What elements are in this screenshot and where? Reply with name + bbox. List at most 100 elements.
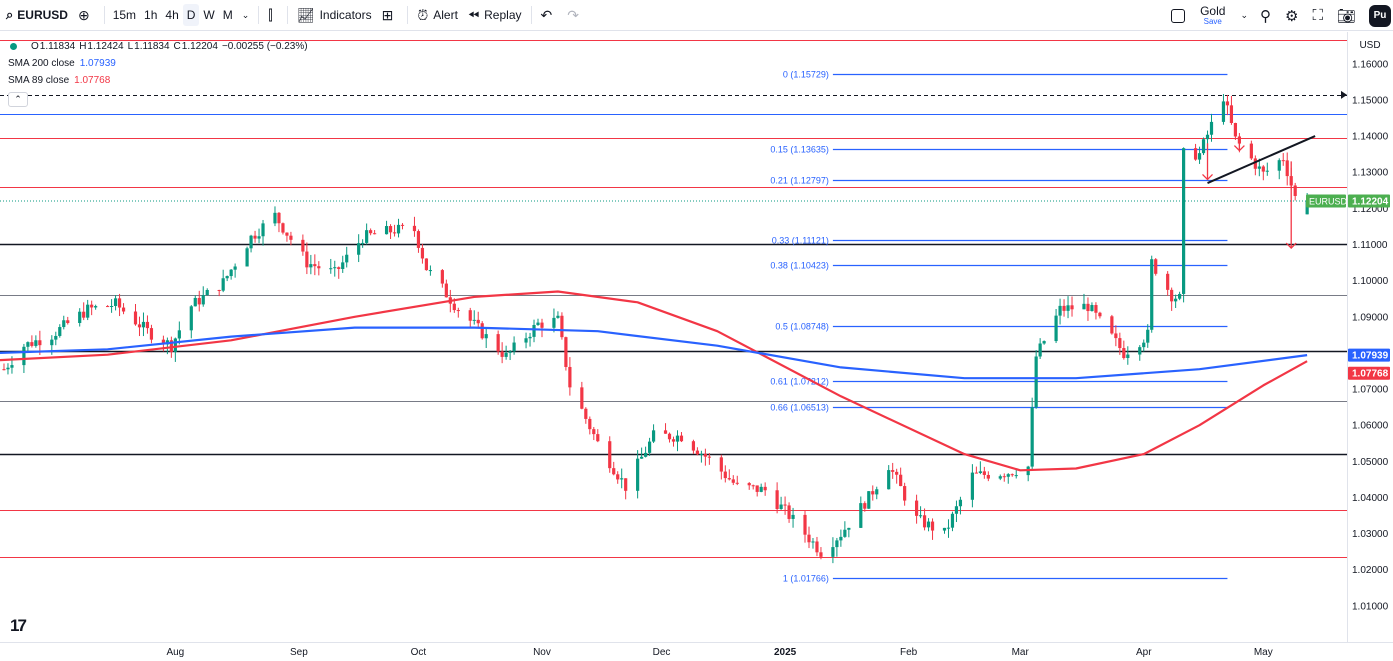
symbol-search[interactable]: ⌕ EURUSD xyxy=(0,0,73,31)
add-symbol-button[interactable]: ⊕ xyxy=(73,0,100,31)
price-axis-label: 1.10000 xyxy=(1352,276,1389,287)
replay-button[interactable]: ⏪︎ Replay xyxy=(463,0,527,31)
redo-button[interactable]: ↷ xyxy=(562,0,589,31)
timeframe-m[interactable]: M xyxy=(222,8,233,22)
candle-body xyxy=(751,485,755,487)
timeframe-1h[interactable]: 1h xyxy=(144,8,158,22)
grid-icon: ⊞ xyxy=(381,6,394,23)
candle-body xyxy=(640,456,644,459)
legend-collapse-button[interactable]: ⌃ xyxy=(8,92,28,107)
candle-body xyxy=(113,298,118,306)
candle-body xyxy=(1086,303,1090,312)
candle-body xyxy=(476,319,480,324)
change-value: −0.00255 (−0.23%) xyxy=(221,41,308,52)
price-axis-label: 1.01000 xyxy=(1352,601,1389,612)
candle-body xyxy=(1138,347,1142,355)
candle-body xyxy=(420,247,425,259)
candle-body xyxy=(1257,166,1261,169)
candle-body xyxy=(564,337,568,367)
candle-body xyxy=(369,230,373,234)
candle-body xyxy=(1006,474,1010,477)
candle-body xyxy=(173,338,177,352)
candle-body xyxy=(986,474,990,479)
timeframe-4h[interactable]: 4h xyxy=(165,8,179,22)
candle-body xyxy=(703,453,707,457)
candle-body xyxy=(839,536,843,541)
candle-body xyxy=(747,483,751,486)
undo-button[interactable]: ↶ xyxy=(536,0,563,31)
candle-body xyxy=(82,311,86,318)
candle-body xyxy=(875,489,879,495)
candle-body xyxy=(229,269,233,277)
time-axis-label: Dec xyxy=(653,647,671,658)
candle-body xyxy=(783,504,787,506)
search-icon: ⌕ xyxy=(6,7,14,22)
fullscreen-icon[interactable]: ⛶ xyxy=(1312,7,1323,24)
sma89-value: 1.07768 xyxy=(74,75,111,86)
timeframe-d[interactable]: D xyxy=(182,4,200,26)
chart-type-button[interactable]: ⫿ xyxy=(263,0,282,31)
candle-body xyxy=(10,365,14,368)
sma89-legend[interactable]: SMA 89 close 1.07768 xyxy=(8,72,308,89)
candle-body xyxy=(1034,356,1038,408)
candle-body xyxy=(6,367,10,370)
candle-body xyxy=(1166,273,1170,290)
candle-body xyxy=(588,418,592,430)
time-axis-label: May xyxy=(1254,647,1273,658)
indicators-button[interactable]: 📈︎ Indicators xyxy=(292,0,377,31)
timeframe-dropdown[interactable]: ⌄ xyxy=(237,0,255,31)
candle-body xyxy=(552,317,556,328)
timeframe-15m[interactable]: 15m xyxy=(112,8,137,22)
candle-body xyxy=(871,491,875,495)
publish-button[interactable]: Pu xyxy=(1369,4,1391,27)
camera-icon[interactable]: 📷︎ xyxy=(1336,7,1356,25)
save-status: Save xyxy=(1203,16,1222,26)
plus-circle-icon: ⊕ xyxy=(77,6,90,23)
candle-body xyxy=(608,441,612,469)
candle-body xyxy=(365,230,369,243)
quick-search-icon[interactable]: ⚲ xyxy=(1259,7,1271,25)
layout-menu-dropdown[interactable]: ⌄ xyxy=(1235,0,1253,31)
candle-body xyxy=(205,289,209,296)
candle-body xyxy=(831,547,835,557)
candle-body xyxy=(400,224,405,226)
candle-body xyxy=(261,223,265,237)
candle-body xyxy=(1150,259,1154,330)
sma200-axis-label-bg xyxy=(1348,348,1390,362)
candle-body xyxy=(803,514,807,535)
candle-body xyxy=(313,264,317,267)
candle-body xyxy=(341,262,345,269)
ohlc-row: O 1.11834 H 1.12424 L 1.11834 C 1.12204 −0.0… xyxy=(8,38,308,55)
layouts-button[interactable]: ⊞ xyxy=(377,0,404,31)
candle-body xyxy=(428,270,433,272)
right-toolbar: Gold Save ⌄ ⚲ ⚙ ⛶ 📷︎ Pu xyxy=(1166,0,1393,31)
toolbar-divider xyxy=(530,6,532,24)
trendline xyxy=(1207,135,1316,184)
arrow-head-0 xyxy=(1202,173,1213,181)
last-price-axis-label-bg xyxy=(1348,194,1390,208)
top-toolbar: ⌕ EURUSD ⊕ 15m 1h 4h D W M ⌄ ⫿ 📈︎ Indica… xyxy=(0,0,1393,31)
candle-body xyxy=(584,408,588,419)
price-axis-label: 1.14000 xyxy=(1352,132,1389,143)
candle-body xyxy=(117,298,122,308)
candle-body xyxy=(384,226,389,235)
price-chart[interactable]: 0 (1.15729) 0.15 (1.13635) 0.21 (1.12797) 0… xyxy=(0,32,1393,661)
candle-body xyxy=(528,336,532,339)
candle-body xyxy=(1126,354,1130,359)
layout-name-button[interactable]: Gold Save xyxy=(1200,5,1225,26)
candle-body xyxy=(86,304,90,318)
alert-button[interactable]: ⏰︎ Alert xyxy=(412,0,463,31)
candle-body xyxy=(1193,148,1198,160)
candle-body xyxy=(90,304,94,308)
timeframe-w[interactable]: W xyxy=(203,8,215,22)
candle-body xyxy=(305,251,309,268)
time-axis-label: Mar xyxy=(1012,647,1030,658)
sma200-legend[interactable]: SMA 200 close 1.07939 xyxy=(8,55,308,72)
candle-body xyxy=(1261,166,1265,172)
dashed-line-marker xyxy=(1341,90,1347,99)
layout-toggle-button[interactable] xyxy=(1166,0,1190,31)
candle-body xyxy=(301,239,305,252)
settings-gear-icon[interactable]: ⚙ xyxy=(1284,7,1299,25)
currency-selector[interactable]: USD xyxy=(1359,39,1381,51)
candle-body xyxy=(50,339,54,346)
